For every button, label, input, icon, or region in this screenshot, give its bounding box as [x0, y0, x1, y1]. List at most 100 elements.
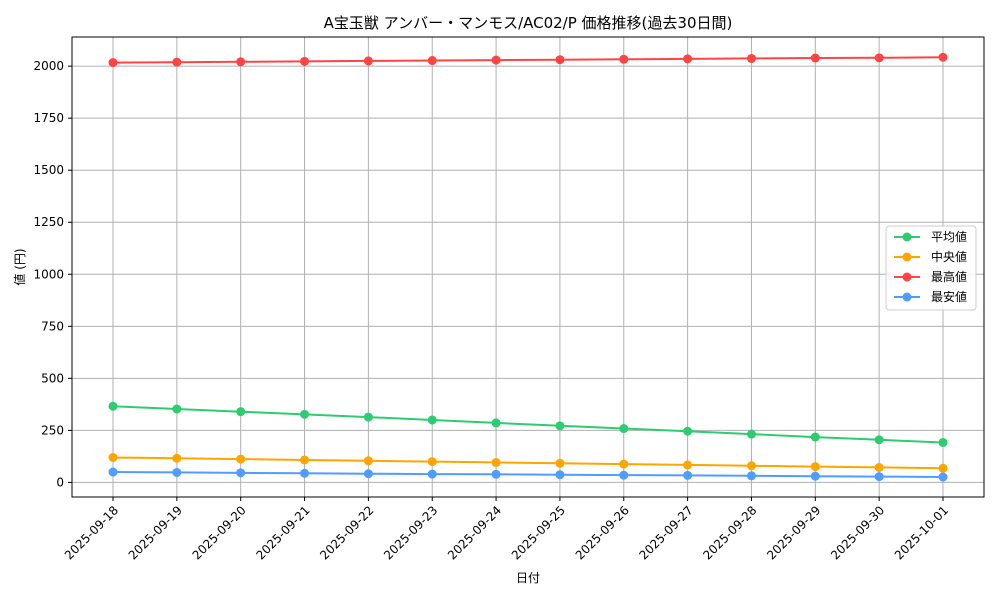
data-point [874, 435, 884, 445]
y-tick-label: 2000 [33, 59, 64, 73]
data-point [491, 469, 501, 479]
plot-area-frame [71, 36, 985, 498]
data-point [236, 468, 246, 478]
data-point [619, 459, 629, 469]
series-1 [108, 401, 948, 447]
data-point [491, 418, 501, 428]
y-tick-label: 0 [56, 475, 64, 489]
x-tick-label: 2025-09-24 [445, 503, 504, 562]
data-point [236, 454, 246, 464]
y-tick-label: 250 [41, 423, 64, 437]
x-tick-label: 2025-09-18 [62, 503, 121, 562]
data-point [874, 462, 884, 472]
data-point [810, 471, 820, 481]
data-point [300, 56, 310, 66]
data-point [683, 460, 693, 470]
x-tick-label: 2025-09-19 [126, 503, 185, 562]
data-point [555, 55, 565, 65]
data-point [108, 452, 118, 462]
data-point [491, 457, 501, 467]
data-point [938, 52, 948, 62]
grid-lines [72, 37, 984, 497]
y-tick-label: 1250 [33, 215, 64, 229]
series-line [112, 405, 944, 444]
y-axis-label: 値 (円) [12, 248, 27, 285]
legend-swatch-marker [902, 272, 912, 282]
x-tick-label: 2025-09-21 [253, 503, 312, 562]
x-tick-label: 2025-09-29 [764, 503, 823, 562]
data-point [746, 461, 756, 471]
x-axis-ticks: 2025-09-18 2025-09-19 2025-09-20 2025-09-21… [62, 497, 951, 562]
x-tick-label: 2025-10-01 [892, 503, 951, 562]
legend-swatch-marker [902, 232, 912, 242]
data-point [810, 432, 820, 442]
y-tick-label: 1000 [33, 267, 64, 281]
data-point [619, 470, 629, 480]
x-tick-label: 2025-09-30 [828, 503, 887, 562]
data-point [746, 471, 756, 481]
x-tick-label: 2025-09-20 [190, 503, 249, 562]
y-tick-label: 1500 [33, 163, 64, 177]
series-line [112, 456, 944, 470]
data-point [363, 412, 373, 422]
data-point [236, 57, 246, 67]
legend-entry-label: 平均値 [931, 229, 967, 244]
legend-entry-label: 中央値 [931, 249, 967, 264]
x-axis-label: 日付 [516, 571, 540, 585]
series-4 [108, 467, 948, 482]
x-tick-label: 2025-09-22 [317, 503, 376, 562]
data-point [300, 468, 310, 478]
data-point [938, 437, 948, 447]
data-point [236, 407, 246, 417]
series-2 [108, 452, 948, 473]
x-tick-label: 2025-09-23 [381, 503, 440, 562]
data-point [108, 401, 118, 411]
x-tick-label: 2025-09-25 [509, 503, 568, 562]
data-point [427, 457, 437, 467]
data-point [491, 55, 501, 65]
x-tick-label: 2025-09-27 [637, 503, 696, 562]
data-point [619, 54, 629, 64]
data-point [619, 424, 629, 434]
chart-title: A宝玉獣 アンバー・マンモス/AC02/P 価格推移(過去30日間) [324, 14, 733, 32]
legend-entry-label: 最高値 [931, 269, 967, 284]
data-point [810, 53, 820, 63]
data-point [810, 462, 820, 472]
data-point [363, 469, 373, 479]
data-point [108, 58, 118, 68]
data-point [555, 470, 565, 480]
series-group [108, 52, 948, 482]
series-line [112, 471, 944, 478]
data-point [172, 453, 182, 463]
data-point [363, 56, 373, 66]
data-point [108, 467, 118, 477]
data-point [683, 54, 693, 64]
series-3 [108, 52, 948, 68]
data-point [300, 455, 310, 465]
data-point [427, 415, 437, 425]
data-point [683, 426, 693, 436]
data-point [555, 421, 565, 431]
legend-swatch-marker [902, 292, 912, 302]
y-tick-label: 1750 [33, 111, 64, 125]
legend-entry-label: 最安値 [931, 289, 967, 304]
data-point [363, 456, 373, 466]
y-tick-label: 750 [41, 319, 64, 333]
data-point [746, 53, 756, 63]
data-point [427, 56, 437, 66]
data-point [938, 472, 948, 482]
data-point [938, 463, 948, 473]
data-point [172, 404, 182, 414]
data-point [172, 467, 182, 477]
data-point [874, 53, 884, 63]
y-axis-ticks: 0 250 500 750 1000 1250 1500 1750 2000 [33, 59, 72, 489]
y-tick-label: 500 [41, 371, 64, 385]
legend-swatch-marker [902, 252, 912, 262]
data-point [427, 469, 437, 479]
data-point [555, 458, 565, 468]
data-point [683, 470, 693, 480]
data-point [300, 409, 310, 419]
data-point [172, 57, 182, 67]
